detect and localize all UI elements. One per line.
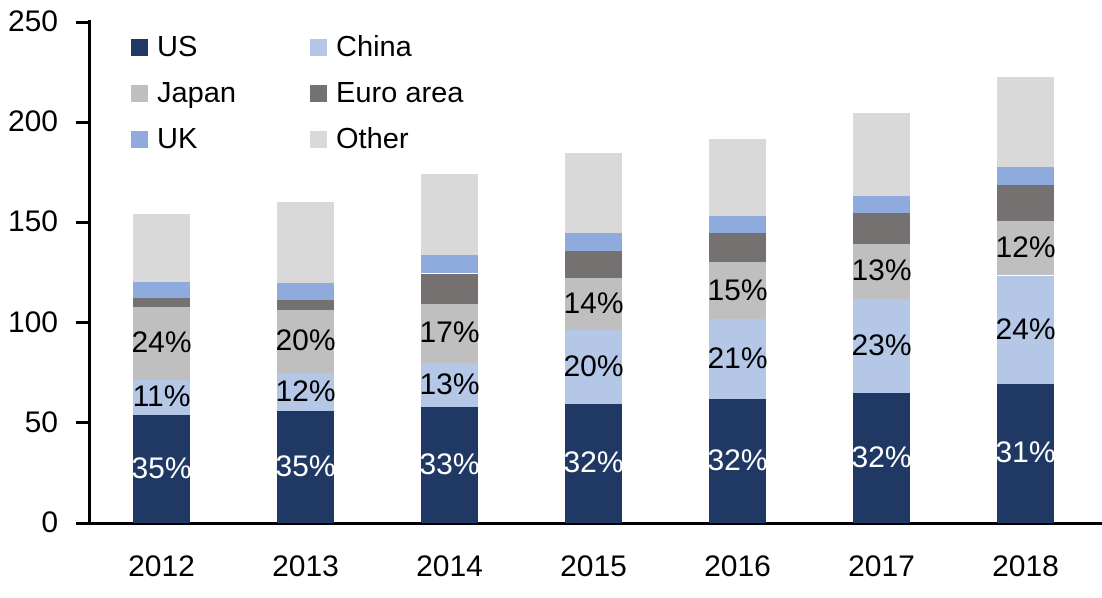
bar-2018-segment-other xyxy=(997,77,1054,168)
bar-2016-segment-us xyxy=(709,398,766,523)
bar-2014-segment-china xyxy=(421,362,478,407)
bar-2014-segment-us xyxy=(421,406,478,523)
bar-2016-segment-japan xyxy=(709,262,766,319)
bar-2016-segment-other xyxy=(709,139,766,217)
y-axis-line xyxy=(88,20,91,524)
x-axis-line xyxy=(85,522,1102,525)
y-axis-tick xyxy=(76,220,89,224)
x-axis-label-2012: 2012 xyxy=(128,550,195,583)
bar-2013-segment-japan xyxy=(277,309,334,373)
bar-2017-segment-uk xyxy=(853,196,910,214)
legend-label-euro-area: Euro area xyxy=(336,77,464,109)
bar-2015-segment-japan xyxy=(565,277,622,330)
legend-label-japan: Japan xyxy=(157,77,237,109)
legend-item-china: China xyxy=(310,32,463,62)
y-axis-tick-label: 250 xyxy=(7,5,58,38)
legend-label-other: Other xyxy=(336,123,409,155)
bar-2013-segment-china xyxy=(277,372,334,411)
legend-label-us: US xyxy=(157,31,198,63)
y-axis-tick-label: 200 xyxy=(7,105,58,139)
y-axis-tick xyxy=(76,120,89,124)
bar-2015-segment-uk xyxy=(565,233,622,252)
y-axis-tick-label: 150 xyxy=(7,205,58,239)
bar-2013-segment-uk xyxy=(277,282,334,300)
bar-2012-segment-other xyxy=(133,214,190,282)
y-axis-tick-label: 0 xyxy=(41,506,58,539)
bar-2015-segment-us xyxy=(565,403,622,523)
bar-2016-segment-euro-area xyxy=(709,233,766,263)
bar-2018-segment-euro-area xyxy=(997,185,1054,222)
x-axis-label-2015: 2015 xyxy=(560,550,627,583)
y-axis-tick xyxy=(76,321,89,325)
y-axis-tick xyxy=(76,20,89,24)
bar-2013-segment-us xyxy=(277,410,334,523)
chart-legend: US China Japan Euro area UK Other xyxy=(131,24,463,162)
bar-2017-segment-euro-area xyxy=(853,213,910,245)
bar-2012-segment-us xyxy=(133,414,190,523)
legend-swatch-japan xyxy=(131,84,148,102)
legend-item-uk: UK xyxy=(131,124,310,154)
y-axis-tick-label: 50 xyxy=(24,405,58,439)
bar-2016-segment-china xyxy=(709,318,766,399)
bar-2013-segment-euro-area xyxy=(277,299,334,310)
x-axis-label-2016: 2016 xyxy=(704,550,771,583)
bar-2014-segment-uk xyxy=(421,255,478,274)
bar-2014-segment-other xyxy=(421,174,478,256)
bar-2017-segment-other xyxy=(853,113,910,197)
bar-2017-segment-us xyxy=(853,392,910,523)
bar-2018-segment-japan xyxy=(997,221,1054,276)
legend-item-other: Other xyxy=(310,124,463,154)
bar-2012-segment-japan xyxy=(133,306,190,380)
bar-2012-segment-euro-area xyxy=(133,297,190,307)
x-axis-label-2014: 2014 xyxy=(416,550,483,583)
bar-2015-segment-china xyxy=(565,329,622,404)
bar-2015-segment-other xyxy=(565,153,622,234)
bar-2013-segment-other xyxy=(277,202,334,283)
bar-2012-segment-uk xyxy=(133,281,190,298)
legend-swatch-china xyxy=(310,38,327,56)
bar-2017-segment-japan xyxy=(853,244,910,299)
bar-2014-segment-euro-area xyxy=(421,273,478,304)
bar-2012-segment-china xyxy=(133,379,190,415)
bar-2015-segment-euro-area xyxy=(565,251,622,278)
x-axis-label-2017: 2017 xyxy=(848,550,915,583)
y-axis-tick xyxy=(76,521,89,525)
bar-2018-segment-us xyxy=(997,383,1054,523)
bar-2018-segment-china xyxy=(997,275,1054,384)
bar-2014-segment-japan xyxy=(421,303,478,363)
bar-2017-segment-china xyxy=(853,298,910,393)
y-axis-tick-label: 100 xyxy=(7,305,58,339)
bar-2016-segment-uk xyxy=(709,216,766,234)
legend-label-uk: UK xyxy=(157,123,198,155)
x-axis-label-2018: 2018 xyxy=(992,550,1059,583)
legend-label-china: China xyxy=(336,31,412,63)
legend-swatch-euro-area xyxy=(310,84,327,102)
legend-item-japan: Japan xyxy=(131,78,310,108)
y-axis-tick xyxy=(76,421,89,425)
bar-2018-segment-uk xyxy=(997,167,1054,186)
legend-swatch-uk xyxy=(131,130,148,148)
legend-item-us: US xyxy=(131,32,310,62)
legend-swatch-other xyxy=(310,130,327,148)
legend-item-euro-area: Euro area xyxy=(310,78,463,108)
x-axis-label-2013: 2013 xyxy=(272,550,339,583)
legend-swatch-us xyxy=(131,38,148,56)
